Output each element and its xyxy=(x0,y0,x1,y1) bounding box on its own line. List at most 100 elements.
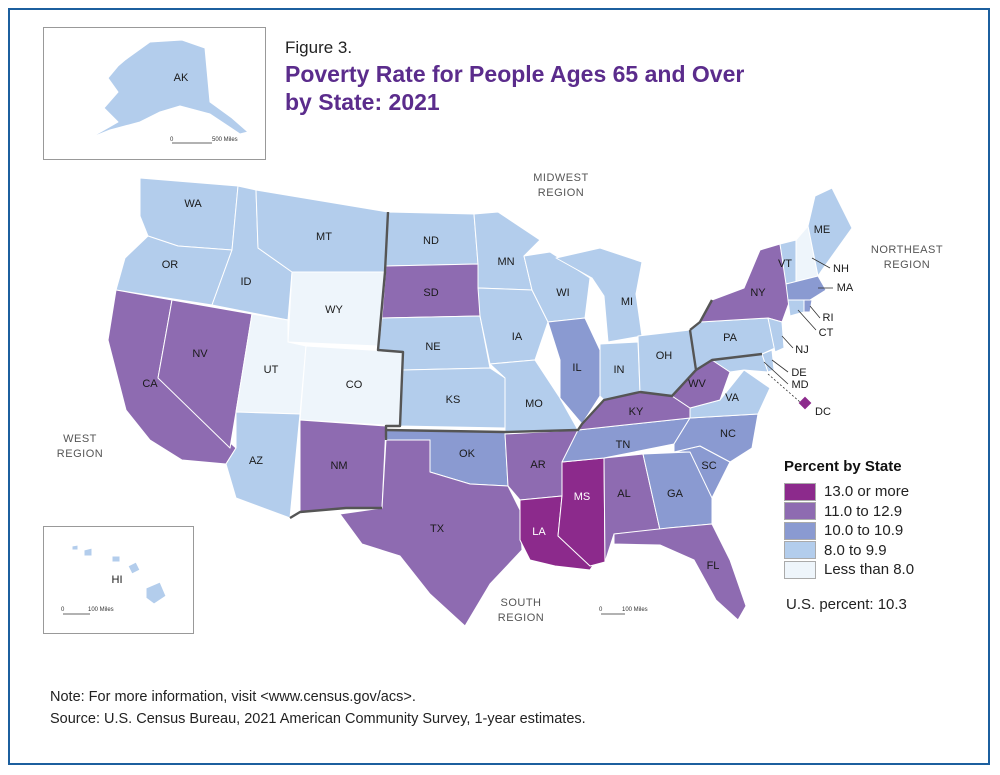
region-border-midwest-south xyxy=(385,329,698,434)
region-labels: MIDWEST REGION NORTHEAST REGION WEST REG… xyxy=(57,172,943,624)
state-NY[interactable] xyxy=(699,243,791,323)
state-AK[interactable] xyxy=(89,39,249,139)
state-HI[interactable] xyxy=(71,544,167,605)
label-WI: WI xyxy=(556,287,569,299)
legend-label: 10.0 to 10.9 xyxy=(824,522,904,540)
label-NC: NC xyxy=(720,428,736,440)
label-AZ: AZ xyxy=(249,455,263,467)
label-UT: UT xyxy=(264,364,279,376)
leader-line-MD xyxy=(763,361,789,385)
label-WV: WV xyxy=(688,378,706,390)
label-CO: CO xyxy=(346,379,363,391)
state-NC[interactable] xyxy=(673,413,759,463)
region-border-south-northeast xyxy=(695,352,763,372)
state-NV[interactable] xyxy=(157,299,253,449)
label-DE: DE xyxy=(791,367,806,379)
region-border-west-midwest xyxy=(376,211,405,440)
figure-title: Poverty Rate for People Ages 65 and Over… xyxy=(285,60,845,116)
label-CA: CA xyxy=(142,378,158,390)
leader-line-DC xyxy=(767,373,801,403)
state-DC[interactable] xyxy=(797,395,813,411)
region-label-west-1: WEST xyxy=(63,433,97,445)
main-scale-zero: 0 xyxy=(599,607,603,613)
label-KS: KS xyxy=(446,394,461,406)
legend-swatch xyxy=(784,541,816,560)
us-percent: U.S. percent: 10.3 xyxy=(786,596,907,613)
label-ID: ID xyxy=(241,276,252,288)
label-AR: AR xyxy=(530,459,545,471)
figure-title-line1: Poverty Rate for People Ages 65 and Over xyxy=(285,61,745,87)
label-NH: NH xyxy=(833,263,849,275)
label-OK: OK xyxy=(459,448,476,460)
source-line: Source: U.S. Census Bureau, 2021 America… xyxy=(50,711,586,727)
note-line: Note: For more information, visit <www.c… xyxy=(50,689,416,705)
hawaii-scale: 0 100 Miles xyxy=(61,607,114,615)
region-label-northeast-1: NORTHEAST xyxy=(871,244,943,256)
leader-lines xyxy=(763,257,833,403)
label-TN: TN xyxy=(616,439,631,451)
label-NE: NE xyxy=(425,341,440,353)
legend-swatch xyxy=(784,502,816,521)
hawaii-scale-zero: 0 xyxy=(61,607,65,613)
state-AZ[interactable] xyxy=(225,411,301,519)
legend-label: Less than 8.0 xyxy=(824,561,915,579)
label-NJ: NJ xyxy=(795,344,808,356)
label-MS: MS xyxy=(574,491,591,503)
legend-label: 11.0 to 12.9 xyxy=(824,502,903,520)
label-FL: FL xyxy=(707,560,720,572)
label-VA: VA xyxy=(725,392,740,404)
label-VT: VT xyxy=(778,258,792,270)
label-MN: MN xyxy=(497,256,514,268)
label-GA: GA xyxy=(667,488,684,500)
label-OR: OR xyxy=(162,259,179,271)
label-IL: IL xyxy=(572,362,581,374)
label-MI: MI xyxy=(621,296,633,308)
state-RI[interactable] xyxy=(803,299,813,313)
label-NY: NY xyxy=(750,287,766,299)
label-HI: HI xyxy=(112,574,123,586)
label-DC: DC xyxy=(815,406,831,418)
legend-item-13-or-more: 13.0 or more xyxy=(784,482,974,502)
region-border-midwest-northeast xyxy=(689,299,714,331)
state-NJ[interactable] xyxy=(767,317,785,353)
label-OH: OH xyxy=(656,350,673,362)
label-AL: AL xyxy=(617,488,630,500)
footnote: Note: For more information, visit <www.c… xyxy=(50,686,586,730)
region-label-northeast-2: REGION xyxy=(884,259,930,271)
region-label-south-1: SOUTH xyxy=(501,597,542,609)
region-borders xyxy=(289,211,763,520)
leader-line-NJ xyxy=(781,335,794,349)
legend-swatch xyxy=(784,560,816,579)
leader-line-NH xyxy=(811,257,831,269)
state-FL[interactable] xyxy=(613,523,747,621)
legend: Percent by State 13.0 or more 11.0 to 12… xyxy=(784,458,974,580)
state-IL[interactable] xyxy=(547,317,601,425)
legend-item-11-to-12-9: 11.0 to 12.9 xyxy=(784,502,974,522)
legend-item-less-than-8: Less than 8.0 xyxy=(784,560,974,580)
scale-bars: 0 500 Miles 0 100 Miles 0 100 Miles xyxy=(61,137,648,615)
figure-title-line2: by State: 2021 xyxy=(285,89,440,115)
label-IN: IN xyxy=(614,364,625,376)
region-label-midwest-2: REGION xyxy=(538,187,584,199)
alaska-scale-label: 500 Miles xyxy=(212,137,238,143)
leader-line-RI xyxy=(809,305,821,319)
main-scale-label: 100 Miles xyxy=(622,607,648,613)
label-WA: WA xyxy=(184,198,202,210)
label-RI: RI xyxy=(823,312,834,324)
region-border-west-south xyxy=(289,506,382,520)
leader-line-CT xyxy=(797,309,817,331)
alaska-scale-zero: 0 xyxy=(170,137,174,143)
region-label-midwest-1: MIDWEST xyxy=(533,172,588,184)
state-MA[interactable] xyxy=(785,275,827,301)
legend-swatch xyxy=(784,482,816,501)
legend-item-10-to-10-9: 10.0 to 10.9 xyxy=(784,521,974,541)
label-LA: LA xyxy=(532,526,546,538)
label-MA: MA xyxy=(837,282,854,294)
label-SC: SC xyxy=(701,460,716,472)
state-TX[interactable] xyxy=(339,439,523,627)
legend-item-8-to-9-9: 8.0 to 9.9 xyxy=(784,541,974,561)
label-IA: IA xyxy=(512,331,523,343)
label-MD: MD xyxy=(791,379,808,391)
label-NM: NM xyxy=(330,460,347,472)
